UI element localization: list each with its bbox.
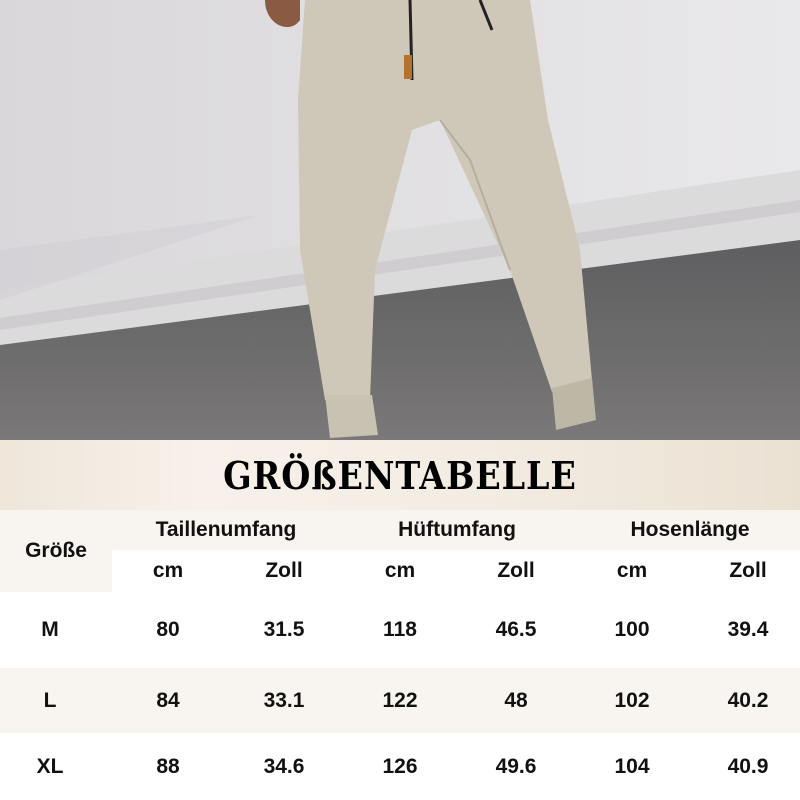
table-row: M 80 31.5 118 46.5 100 39.4 (0, 592, 800, 668)
value-cell: 48 (504, 688, 528, 712)
product-photo (0, 0, 800, 440)
size-cell: L (43, 688, 57, 712)
value-cell: 31.5 (263, 618, 305, 641)
value-cell: 118 (383, 618, 417, 641)
value-cell: 100 (614, 618, 650, 641)
unit-header: cm (384, 559, 416, 582)
unit-header: cm (616, 559, 648, 582)
pants-illustration (265, 0, 596, 438)
value-cell: 40.9 (727, 754, 769, 778)
value-cell: 88 (156, 754, 180, 778)
page-title: GRÖßENTABELLE (223, 452, 577, 498)
table-row: XL 88 34.6 126 49.6 104 40.9 (0, 733, 800, 800)
group-header: Taillenumfang (155, 518, 297, 541)
table-row: L 84 33.1 122 48 102 40.2 (0, 668, 800, 733)
value-cell: 39.4 (727, 618, 769, 641)
size-cell: XL (36, 754, 64, 778)
group-header: Hüftumfang (398, 518, 516, 541)
value-cell: 34.6 (263, 754, 305, 778)
value-cell: 33.1 (263, 688, 305, 712)
title-band: GRÖßENTABELLE (0, 440, 800, 510)
value-cell: 80 (156, 618, 180, 641)
value-cell: 49.6 (495, 754, 537, 778)
unit-header: cm (152, 559, 184, 582)
size-header: Größe (0, 510, 112, 592)
value-cell: 46.5 (495, 618, 537, 641)
value-cell: 102 (614, 688, 650, 712)
value-cell: 126 (382, 754, 418, 778)
size-cell: M (41, 618, 59, 641)
unit-header: Zoll (265, 559, 303, 582)
group-header-row: Taillenumfang Hüftumfang Hosenlänge (0, 510, 800, 550)
unit-header-row: cm Zoll cm Zoll cm Zoll (0, 550, 800, 592)
unit-header: Zoll (729, 559, 767, 582)
value-cell: 40.2 (727, 688, 769, 712)
value-cell: 122 (382, 688, 418, 712)
value-cell: 84 (156, 688, 180, 712)
value-cell: 104 (614, 754, 650, 778)
unit-header: Zoll (497, 559, 535, 582)
group-header: Hosenlänge (630, 518, 750, 541)
